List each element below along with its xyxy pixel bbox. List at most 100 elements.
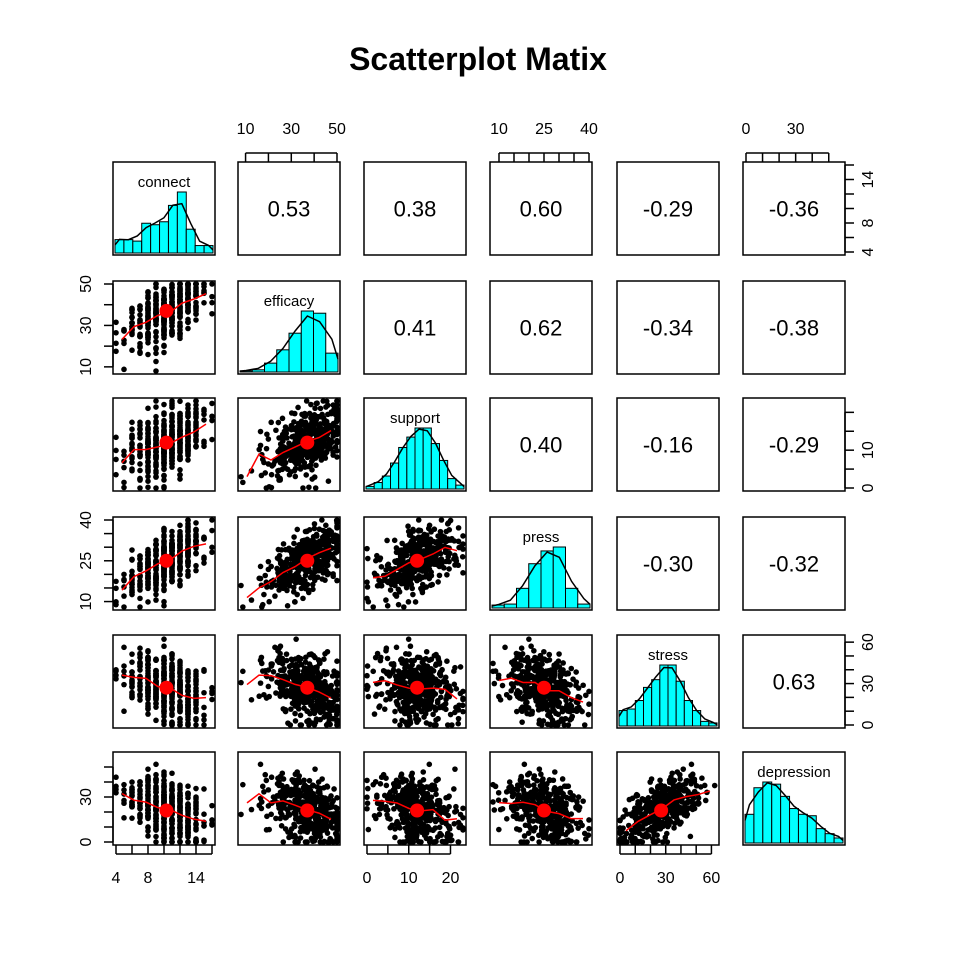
data-point (177, 669, 183, 675)
correlation-value: -0.36 (769, 197, 819, 222)
data-point (309, 581, 316, 588)
data-point (177, 453, 183, 459)
data-point (161, 708, 167, 715)
data-point (436, 659, 443, 665)
data-point (185, 568, 191, 574)
data-point (287, 575, 293, 582)
data-point (439, 666, 445, 673)
data-point (297, 712, 304, 719)
data-point (193, 538, 199, 545)
data-point (437, 528, 444, 535)
data-point (293, 661, 299, 668)
panel-connect-press: 0.60 (489, 161, 593, 256)
data-point (334, 686, 340, 693)
data-point (310, 538, 316, 545)
data-point (292, 710, 298, 717)
data-point (161, 532, 167, 538)
data-point (177, 410, 183, 417)
data-point (177, 715, 183, 722)
data-point (435, 579, 441, 585)
data-point (502, 644, 508, 651)
data-point (113, 578, 119, 585)
data-point (145, 833, 151, 839)
mean-point (159, 803, 174, 818)
data-point (388, 661, 395, 667)
data-point (177, 466, 183, 473)
data-point (161, 831, 167, 837)
data-point (137, 654, 143, 661)
data-point (264, 813, 270, 820)
data-point (292, 599, 298, 605)
correlation-value: -0.29 (643, 197, 693, 222)
data-point (328, 700, 335, 706)
data-point (193, 715, 199, 722)
data-point (201, 712, 207, 719)
data-point (153, 693, 159, 700)
data-point (137, 453, 143, 460)
data-point (269, 661, 275, 667)
histogram-bar (194, 245, 205, 254)
data-point (185, 289, 191, 296)
panel-press-connect (112, 516, 216, 611)
data-point (185, 295, 191, 301)
histogram-bar (626, 708, 636, 727)
data-point (410, 535, 416, 541)
data-point (161, 477, 167, 483)
data-point (311, 521, 318, 527)
panel-press-stress: -0.30 (616, 516, 720, 611)
data-point (161, 528, 167, 534)
data-point (129, 669, 135, 675)
correlation-value: 0.41 (394, 316, 437, 341)
data-point (315, 441, 322, 448)
data-point (405, 599, 412, 605)
panel-support-press: 0.40 (489, 397, 593, 492)
data-point (322, 567, 328, 574)
histogram-bar (700, 720, 710, 727)
panel-connect-stress: -0.29 (616, 161, 720, 256)
data-point (193, 673, 199, 679)
panel-support-depression: -0.29 (742, 397, 846, 492)
data-point (538, 656, 544, 662)
data-point (238, 582, 244, 589)
data-point (145, 295, 151, 301)
data-point (129, 441, 135, 448)
data-point (113, 348, 119, 355)
data-point (310, 456, 316, 463)
data-point (161, 704, 167, 710)
data-point (400, 674, 407, 681)
data-point (544, 721, 551, 728)
data-point (387, 587, 394, 593)
data-point (121, 464, 127, 471)
panel-support-support: support (363, 397, 467, 492)
data-point (113, 434, 119, 441)
data-point (262, 572, 269, 579)
data-point (333, 409, 340, 416)
data-point (334, 722, 340, 728)
data-point (121, 668, 127, 675)
data-point (137, 485, 143, 491)
data-point (378, 578, 385, 585)
panel-efficacy-connect (112, 280, 216, 375)
data-point (292, 441, 298, 447)
data-point (137, 431, 143, 438)
data-point (305, 589, 312, 596)
data-point (153, 761, 159, 768)
data-point (137, 595, 143, 602)
data-point (292, 453, 299, 460)
data-point (193, 567, 199, 574)
data-point (395, 668, 402, 674)
data-point (330, 452, 336, 458)
data-point (153, 434, 159, 440)
data-point (201, 443, 207, 450)
data-point (324, 571, 331, 578)
data-point (334, 545, 340, 551)
data-point (303, 472, 310, 478)
data-point (555, 711, 562, 718)
data-point (557, 692, 564, 699)
data-point (384, 655, 391, 662)
data-point (332, 532, 338, 539)
data-point (556, 651, 562, 657)
data-point (209, 413, 215, 420)
data-point (395, 702, 401, 708)
data-point (295, 654, 302, 661)
